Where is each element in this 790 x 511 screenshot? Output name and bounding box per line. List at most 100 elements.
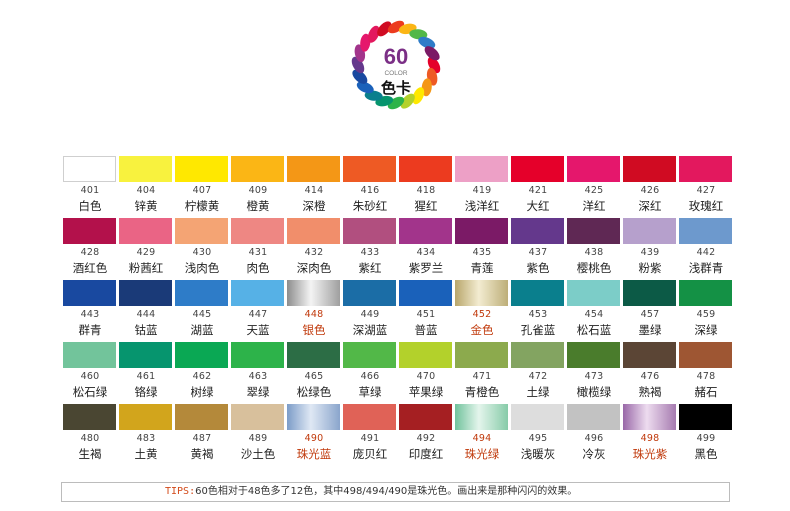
color-name: 紫色: [526, 261, 550, 275]
color-swatch: [231, 342, 284, 368]
color-code: 416: [360, 185, 380, 196]
swatch-cell: 409 橙黄: [230, 155, 286, 217]
color-petal: [352, 69, 368, 84]
color-name: 深湖蓝: [352, 323, 388, 337]
color-code: 431: [248, 247, 268, 258]
color-name: 深红: [638, 199, 662, 213]
color-code: 418: [416, 185, 436, 196]
color-code: 433: [360, 247, 380, 258]
color-code: 495: [528, 433, 548, 444]
color-code: 483: [136, 433, 156, 444]
swatch-cell: 442 浅群青: [678, 217, 734, 279]
color-code: 452: [472, 309, 492, 320]
color-petal: [364, 90, 383, 101]
color-code: 447: [248, 309, 268, 320]
swatch-cell: 480 生褐: [62, 403, 118, 465]
logo-sub: COLOR: [384, 70, 407, 77]
swatch-cell: 419 浅洋红: [454, 155, 510, 217]
color-name: 紫红: [358, 261, 382, 275]
color-code: 453: [528, 309, 548, 320]
color-name: 钴蓝: [134, 323, 158, 337]
color-code: 432: [304, 247, 324, 258]
color-code: 463: [248, 371, 268, 382]
color-swatch: [623, 280, 676, 306]
color-code: 494: [472, 433, 492, 444]
color-code: 439: [640, 247, 660, 258]
color-swatch: [455, 156, 508, 182]
color-petal: [367, 25, 380, 43]
tips-bar: TIPS:60色相对于48色多了12色，其中498/494/490是珠光色。画出…: [61, 482, 730, 502]
color-code: 451: [416, 309, 436, 320]
color-wheel-ring: [351, 20, 441, 110]
color-swatch: [343, 218, 396, 244]
color-swatch: [119, 280, 172, 306]
swatch-cell: 457 墨绿: [622, 279, 678, 341]
color-swatch: [455, 218, 508, 244]
color-name: 黄褐: [190, 447, 214, 461]
color-swatch: [119, 156, 172, 182]
color-code: 427: [696, 185, 716, 196]
color-swatch: [511, 156, 564, 182]
color-swatch: [567, 280, 620, 306]
swatch-cell: 443 群青: [62, 279, 118, 341]
color-swatch: [119, 342, 172, 368]
color-name: 洋红: [582, 199, 606, 213]
color-petal: [377, 21, 392, 37]
color-name: 熟褐: [638, 385, 662, 399]
color-name: 生褐: [78, 447, 102, 461]
swatch-cell: 428 酒红色: [62, 217, 118, 279]
color-swatch: [231, 218, 284, 244]
color-name: 樱桃色: [576, 261, 612, 275]
color-code: 465: [304, 371, 324, 382]
color-name: 黑色: [694, 447, 718, 461]
swatch-cell: 472 土绿: [510, 341, 566, 403]
color-swatch: [343, 342, 396, 368]
swatch-cell: 453 孔雀蓝: [510, 279, 566, 341]
swatch-cell: 496 冷灰: [566, 403, 622, 465]
color-swatch: [511, 218, 564, 244]
color-code: 461: [136, 371, 156, 382]
color-code: 438: [584, 247, 604, 258]
color-name: 赭石: [694, 385, 718, 399]
color-name: 沙土色: [240, 447, 276, 461]
color-swatch: [287, 404, 340, 430]
color-name: 珠光蓝: [296, 447, 332, 461]
color-code: 473: [584, 371, 604, 382]
color-name: 深橙: [302, 199, 326, 213]
color-name: 粉茜红: [128, 261, 164, 275]
color-name: 青橙色: [464, 385, 500, 399]
color-swatch: [119, 404, 172, 430]
color-name: 印度红: [408, 447, 444, 461]
color-name: 孔雀蓝: [520, 323, 556, 337]
color-swatch: [119, 218, 172, 244]
color-code: 498: [640, 433, 660, 444]
tips-tag: TIPS:: [165, 486, 196, 497]
swatch-cell: 444 钴蓝: [118, 279, 174, 341]
swatch-cell: 454 松石蓝: [566, 279, 622, 341]
color-code: 448: [304, 309, 324, 320]
color-code: 414: [304, 185, 324, 196]
color-petal: [412, 87, 425, 105]
swatch-cell: 432 深肉色: [286, 217, 342, 279]
color-code: 428: [80, 247, 100, 258]
color-name: 青莲: [470, 261, 494, 275]
color-swatch: [567, 218, 620, 244]
swatch-cell: 433 紫红: [342, 217, 398, 279]
color-code: 454: [584, 309, 604, 320]
color-name: 珠光绿: [464, 447, 500, 461]
color-code: 490: [304, 433, 324, 444]
swatch-cell: 427 玫瑰红: [678, 155, 734, 217]
color-swatch: [679, 404, 732, 430]
color-name: 粉紫: [638, 261, 662, 275]
color-swatch: [399, 156, 452, 182]
swatch-cell: 448 银色: [286, 279, 342, 341]
swatch-cell: 489 沙土色: [230, 403, 286, 465]
color-name: 普蓝: [414, 323, 438, 337]
color-code: 409: [248, 185, 268, 196]
color-name: 浅肉色: [184, 261, 220, 275]
swatch-cell: 463 翠绿: [230, 341, 286, 403]
swatch-cell: 426 深红: [622, 155, 678, 217]
color-code: 457: [640, 309, 660, 320]
color-name: 墨绿: [638, 323, 662, 337]
color-swatch: [231, 156, 284, 182]
